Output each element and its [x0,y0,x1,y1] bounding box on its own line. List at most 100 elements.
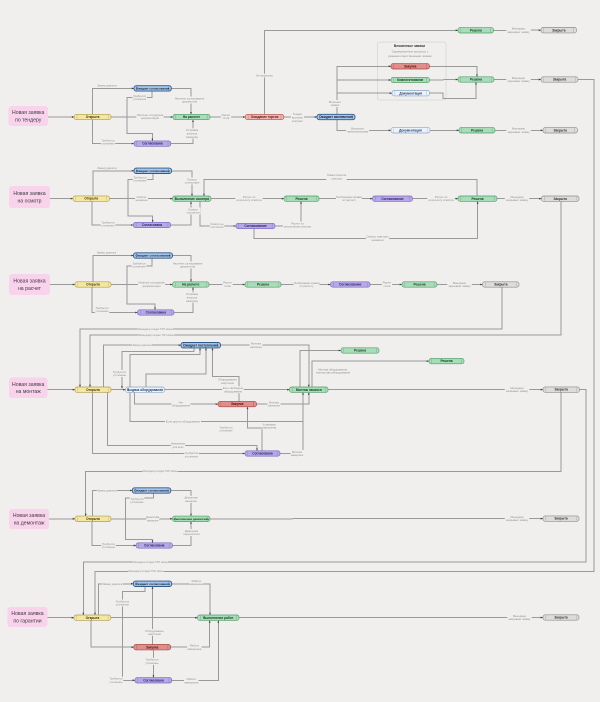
svg-text:Документация: Документация [399,128,422,132]
svg-text:Закрыта: Закрыта [554,616,568,620]
svg-text:завершена: завершена [184,681,199,684]
svg-text:результатам осмотра: результатам осмотра [284,226,312,229]
svg-text:Согласована: Согласована [146,311,167,315]
svg-text:Закрыта: Закрыта [554,517,568,521]
svg-text:Решена: Решена [354,349,366,353]
svg-text:закрывает заявку: закрывает заявку [507,131,530,134]
svg-text:уточнение: уточнение [132,266,146,269]
svg-text:Новая заявка: Новая заявка [13,513,45,519]
svg-text:уточнение: уточнение [113,374,127,377]
svg-text:Менеджер: Менеджер [510,386,524,390]
svg-text:Наличие согласования: Наличие согласования [175,96,205,100]
svg-text:Монтаж начался: Монтаж начался [296,388,322,392]
svg-text:Осмотр: Осмотр [187,177,197,181]
svg-text:контракт: контракт [292,120,304,123]
svg-text:Закрыта: Закрыта [555,388,569,392]
svg-text:Менеджер: Менеджер [510,515,524,519]
svg-text:разными ответственными лицами: разными ответственными лицами [388,55,432,58]
svg-text:Монтаж оборудования,: Монтаж оборудования, [318,367,348,371]
svg-text:состоялся: состоялся [210,226,224,229]
svg-text:Требуется: Требуется [113,370,126,374]
svg-text:Согласована: Согласована [144,544,165,548]
svg-text:выигран,: выигран, [292,117,304,120]
svg-text:Требуется: Требуется [102,220,115,224]
svg-text:Решена: Решена [470,78,482,82]
svg-text:транспортировку: транспортировку [347,131,369,134]
svg-text:документов: документов [182,101,197,104]
svg-text:Осмотр повторно: Осмотр повторно [366,235,389,239]
svg-text:Осмотр: Осмотр [137,195,147,199]
svg-text:Новая заявка: Новая заявка [12,382,44,388]
svg-text:Открыта: Открыта [86,388,100,392]
svg-text:оборудования: оборудования [172,404,191,408]
svg-text:Менеджер: Менеджер [510,195,524,199]
svg-text:готов: готов [224,285,231,288]
svg-text:Решена: Решена [441,359,453,363]
svg-text:Необходимы правки: Необходимы правки [336,195,362,199]
svg-text:оборудование: оборудование [224,389,243,393]
svg-text:завершена: завершена [189,583,204,586]
svg-text:закуплено: закуплено [221,382,235,385]
svg-text:назначен: назначен [136,199,148,202]
svg-text:Закрыта: Закрыта [554,128,568,132]
svg-text:Ожидает согласования: Ожидает согласования [136,87,170,91]
svg-text:на расчет: на расчет [18,286,42,292]
svg-text:состоялся: состоялся [186,212,200,215]
svg-text:Установка: Установка [263,422,276,426]
svg-text:по тендеру: по тендеру [15,117,42,123]
svg-text:Осмотр: Осмотр [188,207,198,211]
svg-text:Согласована: Согласована [142,142,163,146]
svg-text:Требуется: Требуется [220,425,233,429]
svg-text:документов: документов [180,266,195,269]
svg-text:уточнение: уточнение [130,501,144,504]
svg-text:уточнение: уточнение [185,455,199,458]
svg-text:Закупка: Закупка [231,402,244,406]
svg-text:Работа: Работа [187,677,197,681]
svg-text:Наличие сотрудника: Наличие сотрудника [137,113,164,117]
svg-text:Работа: Работа [190,644,200,648]
svg-text:закрывает заявку: закрывает заявку [508,618,531,621]
svg-text:Демонтаж: Демонтаж [146,515,159,519]
svg-text:на демонтаж: на демонтаж [14,520,45,526]
svg-text:Вложенные заявки: Вложенные заявки [394,44,425,48]
svg-text:Согласование: Согласование [339,283,362,287]
svg-text:назначен: назначен [372,239,384,242]
svg-text:Монтаж: Монтаж [251,342,261,346]
svg-text:Новая заявка: Новая заявка [11,611,43,617]
svg-text:Менеджер создал ТКП связь: Менеджер создал ТКП связь [139,333,174,337]
svg-text:закрывает заявку: закрывает заявку [448,285,471,288]
svg-text:На расчете: На расчете [182,283,200,287]
svg-text:Открыта: Открыта [86,517,100,521]
svg-text:Требуется: Требуется [133,94,146,98]
svg-text:по гарантии: по гарантии [13,618,41,624]
svg-text:Требуется: Требуется [96,306,109,310]
svg-text:Требуется: Требуется [102,138,115,142]
svg-text:На расчете: На расчете [183,115,201,119]
svg-text:Требуется: Требуется [116,599,129,603]
svg-text:Замер диалога: Замер диалога [97,83,117,87]
svg-text:назначен: назначен [147,519,159,522]
svg-text:Выполнение осмотра: Выполнение осмотра [175,197,209,201]
svg-text:Демонтаж: Демонтаж [185,496,198,500]
svg-text:по расчету: по расчету [342,199,356,202]
svg-text:Менеджер: Менеджер [512,127,526,131]
svg-text:закрывает заявку: закрывает заявку [507,80,530,83]
svg-text:Закупка: Закупка [146,645,159,649]
svg-text:монтаж автооборудования: монтаж автооборудования [316,371,351,375]
svg-text:заявки: заявки [331,104,340,107]
svg-text:Новая заявка: Новая заявка [13,279,45,285]
svg-text:Расчет: Расчет [223,281,232,285]
svg-text:на осмотр: на осмотр [17,198,41,204]
svg-text:готов: готов [384,285,391,288]
svg-text:Расчет по: Расчет по [435,195,448,199]
svg-text:Расчет: Расчет [383,281,392,285]
svg-text:Ожидает согласования: Ожидает согласования [134,489,169,493]
svg-text:по расчету: по расчету [300,285,314,288]
svg-text:Согласование: Согласование [244,224,267,228]
svg-text:Замер диалога: Замер диалога [97,166,117,170]
svg-text:документации: документации [142,285,161,288]
svg-text:Новая попытка: Новая попытка [327,173,347,177]
svg-text:Согласована: Согласована [252,452,273,456]
svg-text:Ожидает поступления: Ожидает поступления [183,343,218,347]
svg-text:назначен: назначен [185,500,197,503]
